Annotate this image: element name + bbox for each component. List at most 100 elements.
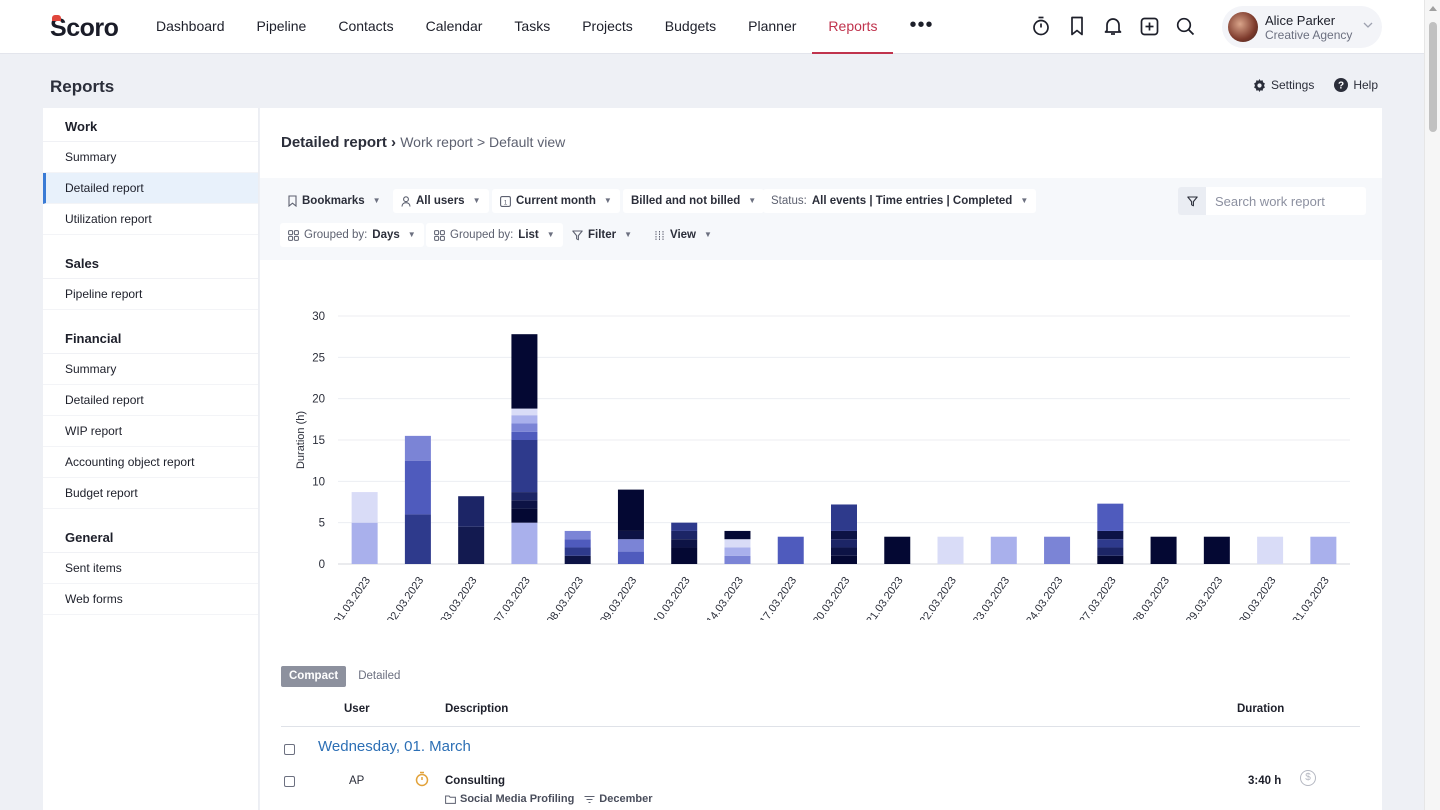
bookmarks-label: Bookmarks (302, 195, 365, 207)
day-group-checkbox[interactable] (284, 744, 295, 755)
sidebar-item-budget-report[interactable]: Budget report (43, 478, 258, 509)
nav-projects[interactable]: Projects (582, 18, 633, 34)
sidebar-item-utilization-report[interactable]: Utilization report (43, 204, 258, 235)
sidebar-item-web-forms[interactable]: Web forms (43, 584, 258, 615)
filter-icon (572, 229, 583, 240)
top-navigation-bar: Scoro Dashboard Pipeline Contacts Calend… (0, 0, 1424, 54)
user-menu[interactable]: Alice Parker Creative Agency (1222, 6, 1382, 48)
scrollbar-thumb[interactable] (1429, 22, 1437, 132)
column-user[interactable]: User (344, 703, 370, 715)
status-dropdown[interactable]: Status: All events | Time entries | Compl… (763, 189, 1037, 213)
row-checkbox[interactable] (284, 776, 295, 787)
caret-down-icon: ▼ (624, 230, 633, 239)
nav-budgets[interactable]: Budgets (664, 18, 717, 34)
bar-segment (458, 526, 485, 564)
sidebar-item-work-summary[interactable]: Summary (43, 142, 258, 173)
columns-icon (655, 230, 664, 240)
nav-planner[interactable]: Planner (748, 18, 797, 34)
x-tick-label: 29.03.2023 (1184, 575, 1225, 620)
filter-dropdown[interactable]: Filter ▼ (564, 223, 640, 247)
sidebar-item-pipeline-report[interactable]: Pipeline report (43, 279, 258, 310)
bar-segment (351, 492, 378, 523)
sidebar-item-accounting-object-report[interactable]: Accounting object report (43, 447, 258, 478)
period-dropdown[interactable]: 1 Current month ▼ (492, 189, 620, 213)
page-scrollbar[interactable] (1424, 0, 1440, 810)
row-phase[interactable]: December (599, 793, 653, 805)
column-duration[interactable]: Duration (1237, 703, 1285, 715)
sidebar-item-wip-report[interactable]: WIP report (43, 416, 258, 447)
tab-compact[interactable]: Compact (281, 666, 347, 687)
billing-dropdown[interactable]: Billed and not billed ▼ (623, 189, 765, 213)
y-axis-label: Duration (h) (295, 411, 307, 469)
group-by-list-dropdown[interactable]: Grouped by: List ▼ (426, 223, 563, 247)
caret-down-icon: ▼ (372, 196, 381, 205)
bookmark-icon[interactable] (1066, 15, 1088, 37)
bell-icon[interactable] (1102, 15, 1124, 37)
bar-segment (564, 547, 591, 556)
view-dropdown[interactable]: View ▼ (646, 223, 720, 247)
nav-dashboard[interactable]: Dashboard (156, 18, 225, 34)
table-row[interactable]: AP Consulting Social Media Profiling Dec… (281, 768, 1360, 810)
nav-more-button[interactable]: ••• (909, 14, 934, 36)
bar-segment (1044, 536, 1071, 564)
y-tick-label: 15 (312, 435, 325, 447)
settings-button[interactable]: Settings (1253, 78, 1314, 92)
day-group-heading[interactable]: Wednesday, 01. March (318, 738, 471, 755)
x-tick-label: 30.03.2023 (1237, 575, 1278, 620)
filter-bar: Bookmarks ▼ All users ▼ 1 Current month ▼ B… (260, 178, 1382, 260)
help-button[interactable]: ? Help (1334, 78, 1378, 92)
filter-icon[interactable] (1178, 187, 1206, 215)
nav-calendar[interactable]: Calendar (425, 18, 483, 34)
bar-segment (564, 530, 591, 540)
y-tick-label: 5 (319, 518, 325, 530)
bar-segment (831, 539, 857, 548)
filter-label: Filter (588, 229, 617, 241)
stopwatch-icon[interactable] (1030, 15, 1052, 37)
bar-segment (884, 536, 911, 564)
x-tick-label: 03.03.2023 (438, 575, 479, 620)
group-by-key: Grouped by: (450, 229, 514, 241)
users-dropdown[interactable]: All users ▼ (393, 189, 489, 213)
sidebar-item-sent-items[interactable]: Sent items (43, 553, 258, 584)
x-tick-label: 21.03.2023 (864, 575, 905, 620)
row-project[interactable]: Social Media Profiling (460, 793, 575, 805)
x-tick-label: 27.03.2023 (1077, 575, 1118, 620)
breadcrumb-path[interactable]: Work report > Default view (400, 134, 566, 150)
nav-tasks[interactable]: Tasks (514, 18, 551, 34)
search-input[interactable] (1206, 187, 1366, 215)
billing-label: Billed and not billed (631, 195, 741, 207)
bar-segment (1257, 536, 1284, 564)
billable-icon[interactable]: $ (1300, 770, 1316, 786)
sidebar-item-detailed-report[interactable]: Detailed report (43, 173, 258, 204)
view-mode-tabs: Compact Detailed (281, 666, 408, 687)
settings-label: Settings (1270, 78, 1315, 92)
bar-segment (671, 547, 698, 564)
group-by-days-dropdown[interactable]: Grouped by: Days ▼ (280, 223, 424, 247)
nav-pipeline[interactable]: Pipeline (256, 18, 307, 34)
sidebar-item-financial-summary[interactable]: Summary (43, 354, 258, 385)
x-tick-label: 14.03.2023 (705, 575, 746, 620)
bar-segment (617, 489, 644, 531)
search-icon[interactable] (1174, 15, 1196, 37)
bookmarks-dropdown[interactable]: Bookmarks ▼ (280, 189, 389, 213)
bar-segment (617, 530, 644, 540)
sidebar-group-sales: Sales (43, 245, 258, 279)
x-tick-label: 22.03.2023 (918, 575, 959, 620)
column-description[interactable]: Description (445, 703, 509, 715)
scroll-up-arrow-icon[interactable] (1429, 6, 1437, 11)
bar-segment (831, 555, 857, 564)
bar-segment (1203, 536, 1230, 564)
x-tick-label: 23.03.2023 (971, 575, 1012, 620)
tab-detailed[interactable]: Detailed (358, 670, 401, 682)
calendar-icon: 1 (500, 195, 511, 207)
view-label: View (670, 229, 696, 241)
nav-contacts[interactable]: Contacts (338, 18, 394, 34)
y-tick-label: 30 (312, 311, 325, 323)
nav-reports[interactable]: Reports (812, 0, 894, 54)
sidebar-item-financial-detailed-report[interactable]: Detailed report (43, 385, 258, 416)
bar-segment (511, 431, 538, 440)
scoro-logo[interactable]: Scoro (50, 14, 119, 42)
bar-segment (511, 423, 538, 432)
add-icon[interactable] (1138, 15, 1160, 37)
user-icon (401, 195, 411, 207)
